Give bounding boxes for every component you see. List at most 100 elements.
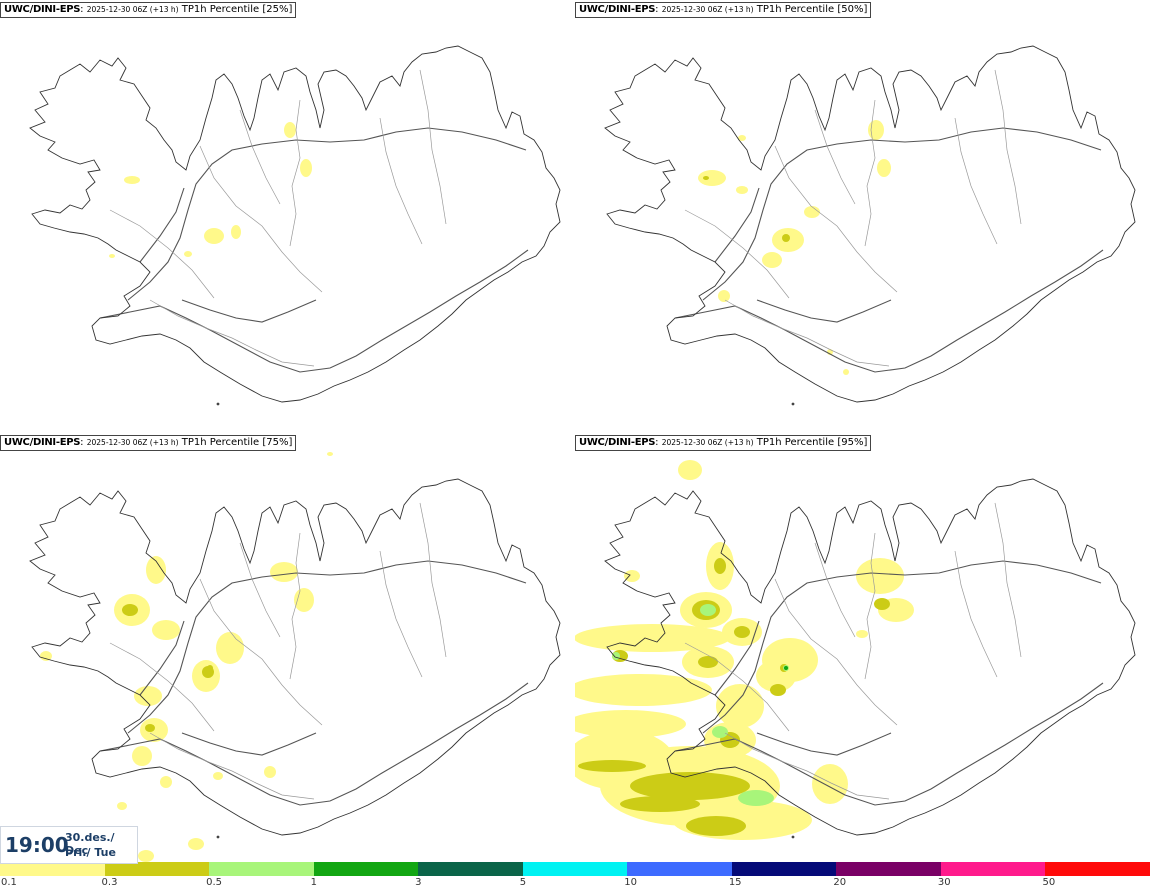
precip-area	[856, 630, 868, 638]
legend-tick-label: 0.1	[1, 877, 17, 888]
island-marker	[216, 835, 220, 839]
precip-area	[160, 776, 172, 788]
river-line	[379, 550, 423, 678]
precip-area	[686, 816, 746, 836]
panel-source: UWC/DINI-EPS	[4, 4, 81, 15]
road-line	[99, 249, 529, 373]
precip-area	[578, 760, 646, 772]
road-line	[127, 560, 527, 734]
panel-source: UWC/DINI-EPS	[579, 4, 656, 15]
precip-area	[630, 772, 750, 800]
valid-date: 30.des./ Dec	[65, 831, 115, 857]
precip-area	[231, 225, 241, 239]
precip-area	[738, 790, 774, 806]
precip-area	[207, 665, 213, 671]
island-marker	[791, 835, 795, 839]
legend-swatch	[731, 862, 837, 876]
legend-swatch	[418, 862, 524, 876]
precip-area	[762, 638, 818, 682]
precip-area	[624, 570, 640, 582]
precip-map	[29, 452, 561, 862]
river-line	[994, 69, 1022, 225]
precip-area	[698, 656, 718, 668]
river-line	[684, 642, 790, 732]
panel-run: 2025-12-30 06Z (+13 h)	[86, 438, 179, 447]
river-line	[954, 550, 998, 678]
legend-swatch	[940, 862, 1046, 876]
precip-area	[117, 802, 127, 810]
road-line	[139, 620, 185, 696]
river-line	[419, 502, 447, 658]
precip-area	[770, 684, 786, 696]
precip-area	[712, 726, 728, 738]
map-panel-p25: UWC/DINI-EPS: 2025-12-30 06Z (+13 h) TP1…	[0, 0, 575, 432]
river-line	[684, 209, 790, 299]
legend-tick-label: 3	[415, 877, 422, 888]
precip-area	[843, 369, 849, 375]
precip-area	[812, 764, 848, 804]
road-line	[127, 127, 527, 301]
precip-area	[138, 850, 154, 862]
road-line	[756, 299, 892, 323]
precip-area	[40, 651, 52, 661]
precip-area	[703, 176, 709, 180]
precip-area	[738, 135, 746, 141]
precip-map	[604, 45, 1136, 406]
river-line	[419, 69, 447, 225]
precip-area	[124, 176, 140, 184]
precip-area	[700, 604, 716, 616]
precip-area	[145, 724, 155, 732]
precip-area	[264, 766, 276, 778]
river-line	[774, 145, 898, 293]
legend-tick-label: 0.3	[101, 877, 118, 888]
road-line	[714, 187, 760, 263]
precip-area	[270, 562, 298, 582]
legend-tick-label: 10	[624, 877, 637, 888]
precip-area	[327, 452, 333, 456]
legend-tick-label: 30	[937, 877, 951, 888]
island-marker	[791, 402, 795, 406]
precip-area	[109, 254, 115, 258]
legend-swatch	[313, 862, 419, 876]
precip-area	[575, 624, 730, 652]
road-line	[702, 560, 1102, 734]
precip-area	[216, 632, 244, 664]
legend-swatch	[836, 862, 942, 876]
precip-area	[698, 170, 726, 186]
legend-tick-label: 1	[310, 877, 317, 888]
precip-area	[134, 686, 162, 706]
valid-weekday: Þri./ Tue	[65, 846, 116, 859]
road-line	[181, 299, 317, 323]
panel-title: UWC/DINI-EPS: 2025-12-30 06Z (+13 h) TP1…	[0, 435, 297, 451]
island-marker	[216, 402, 220, 406]
precip-area	[856, 558, 904, 594]
precip-area	[152, 620, 180, 640]
river-line	[774, 578, 898, 726]
precip-area	[184, 251, 192, 257]
precip-area	[678, 460, 702, 480]
legend-tick-label: 15	[728, 877, 742, 888]
precip-area	[784, 666, 788, 670]
precip-area	[204, 228, 224, 244]
legend-tick-label: 5	[519, 877, 527, 888]
precip-area	[762, 252, 782, 268]
river-line	[289, 532, 301, 680]
precip-area	[132, 746, 152, 766]
precip-map	[575, 460, 1136, 840]
river-line	[954, 117, 998, 245]
river-line	[864, 99, 876, 247]
precip-area	[294, 588, 314, 612]
precip-area	[575, 710, 686, 738]
river-line	[724, 299, 890, 367]
precip-area	[620, 796, 700, 812]
legend-swatch	[1045, 862, 1150, 876]
precip-area	[736, 186, 748, 194]
legend-tick-label: 0.5	[206, 877, 222, 888]
valid-time: 19:00	[5, 833, 69, 857]
panel-run: 2025-12-30 06Z (+13 h)	[661, 5, 754, 14]
precip-area	[188, 838, 204, 850]
precip-area	[734, 626, 750, 638]
precip-map	[29, 45, 561, 406]
road-line	[139, 187, 185, 263]
river-line	[149, 732, 315, 800]
